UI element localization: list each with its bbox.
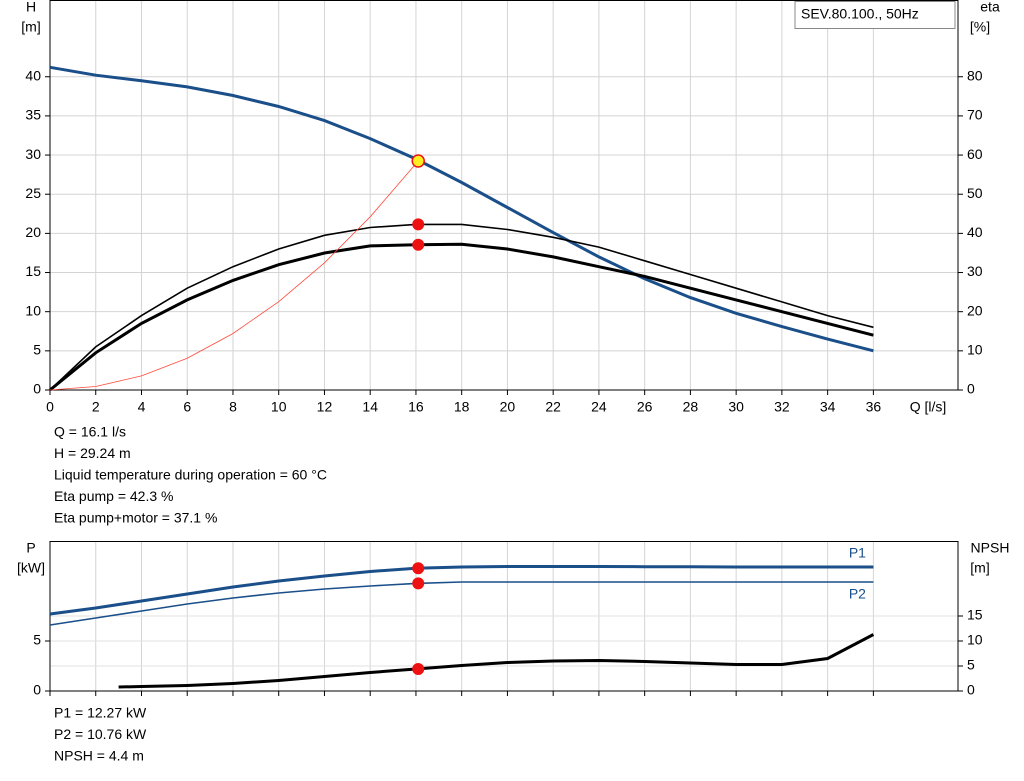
series-label: P1 [849,545,866,561]
x-tick-label: 12 [317,399,333,415]
y2-tick-label: 60 [967,146,983,162]
curve [49,160,419,391]
operating-point [412,218,425,231]
info-line: H = 29.24 m [54,445,131,461]
y2-tick-label: 0 [967,682,975,698]
legend-text: SEV.80.100., 50Hz [801,6,919,22]
operating-point [412,663,425,675]
y-tick-label: 25 [25,185,41,201]
x-tick-label: 14 [362,399,378,415]
curve [118,633,875,689]
info-line: Liquid temperature during operation = 60… [54,467,327,483]
x-axis-label: Q [l/s] [910,399,947,415]
x-tick-label: 28 [683,399,699,415]
y2-tick-label: 5 [967,657,975,673]
y2-tick-label: 15 [967,607,983,623]
x-tick-label: 20 [500,399,516,415]
curve [49,223,874,391]
x-tick-label: 22 [545,399,561,415]
y2-axis-label: [%] [970,19,990,35]
operating-point [412,577,425,590]
x-tick-label: 34 [820,399,836,415]
x-tick-label: 30 [728,399,744,415]
operating-point [411,154,425,168]
y-tick-label: 5 [33,342,41,358]
curve [49,581,874,626]
x-tick-label: 36 [866,399,882,415]
y2-axis-label: NPSH [971,540,1010,556]
plot-frame [49,541,959,692]
y2-tick-label: 20 [967,302,983,318]
x-tick-label: 4 [138,399,146,415]
y2-tick-label: 10 [967,342,983,358]
y2-axis-label: [m] [970,560,989,576]
x-tick-label: 0 [46,399,54,415]
y-axis-label: P [26,540,35,556]
x-tick-label: 32 [774,399,790,415]
y2-tick-label: 40 [967,224,983,240]
curve [49,565,874,616]
curve [49,65,874,353]
plot-frame [49,0,959,391]
y-tick-label: 20 [25,224,41,240]
info-line: Eta pump+motor = 37.1 % [54,510,217,526]
info-line: Q = 16.1 l/s [54,424,126,440]
y-tick-label: 0 [33,682,41,698]
x-tick-label: 2 [92,399,100,415]
y-axis-label: [kW] [17,560,45,576]
x-tick-label: 24 [591,399,607,415]
operating-point [412,562,425,575]
legend-box [794,1,956,29]
y-tick-label: 35 [25,107,41,123]
x-tick-label: 6 [183,399,191,415]
x-tick-label: 26 [637,399,653,415]
info-line: P1 = 12.27 kW [54,705,147,721]
x-tick-label: 10 [271,399,287,415]
y2-tick-label: 50 [967,185,983,201]
y2-tick-label: 0 [967,381,975,397]
y-axis-label: H [26,0,36,15]
info-line: NPSH = 4.4 m [54,748,144,764]
operating-point [412,238,425,251]
y-tick-label: 15 [25,263,41,279]
y2-tick-label: 30 [967,263,983,279]
y-tick-label: 30 [25,146,41,162]
info-line: Eta pump = 42.3 % [54,488,173,504]
y-tick-label: 40 [25,67,41,83]
series-label: P2 [849,586,866,602]
y2-tick-label: 70 [967,107,983,123]
x-tick-label: 16 [408,399,424,415]
y-tick-label: 5 [33,632,41,648]
y-tick-label: 10 [25,302,41,318]
y-axis-label: [m] [21,19,40,35]
y2-tick-label: 80 [967,67,983,83]
x-tick-label: 8 [229,399,237,415]
y-tick-label: 0 [33,381,41,397]
y2-tick-label: 10 [967,632,983,648]
curve [49,242,874,392]
x-tick-label: 18 [454,399,470,415]
info-line: P2 = 10.76 kW [54,726,147,742]
y2-axis-label: eta [980,0,1000,15]
